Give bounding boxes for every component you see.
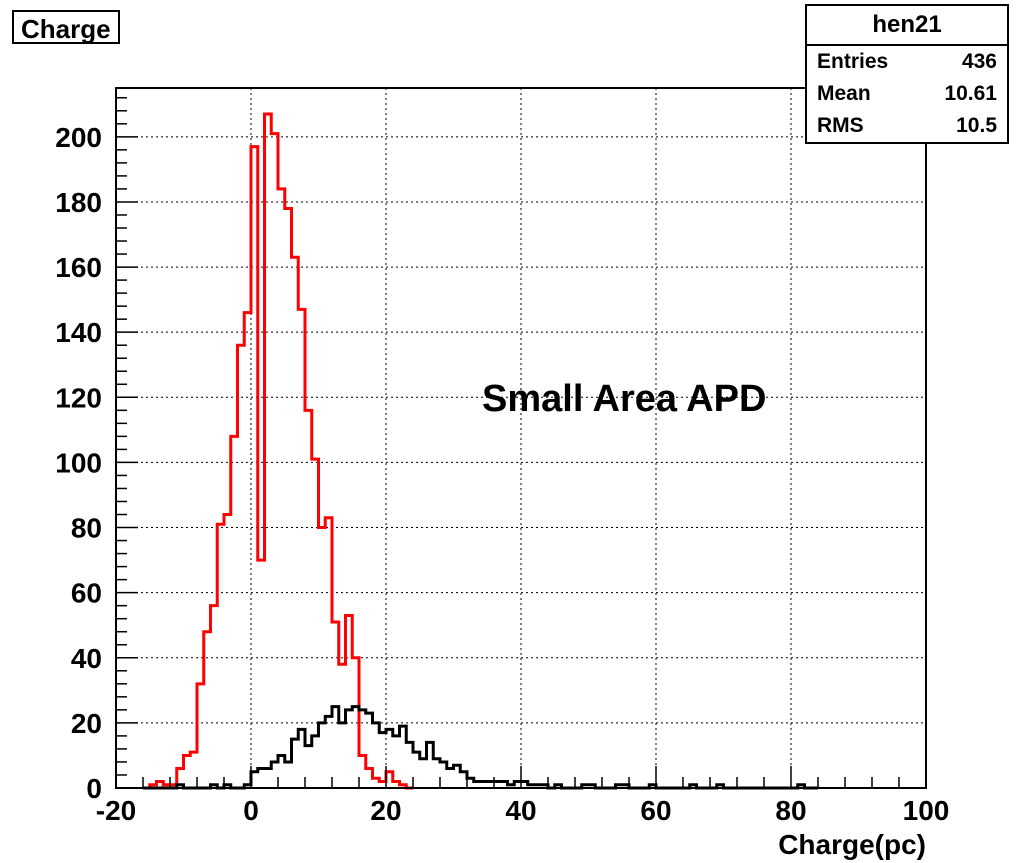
x-tick-label: 60: [640, 795, 671, 826]
x-tick-label: 80: [775, 795, 806, 826]
y-tick-label: 160: [55, 252, 102, 283]
histogram-series: [143, 112, 818, 790]
y-tick-label: 40: [71, 643, 102, 674]
stats-label: RMS: [817, 114, 864, 137]
y-tick-label: 180: [55, 187, 102, 218]
x-tick-label: 40: [505, 795, 536, 826]
y-tick-label: 120: [55, 382, 102, 413]
y-tick-label: 100: [55, 447, 102, 478]
axis-ticks: [115, 97, 927, 789]
stats-row-rms: RMS 10.5: [807, 110, 1007, 142]
annotation-text: Small Area APD: [482, 378, 767, 420]
y-tick-label: 20: [71, 708, 102, 739]
x-tick-label: 20: [370, 795, 401, 826]
y-tick-label: 140: [55, 317, 102, 348]
plot-title: Charge: [12, 10, 120, 44]
stats-value: 10.61: [944, 82, 997, 105]
stats-row-entries: Entries 436: [807, 46, 1007, 78]
x-tick-labels: -20 0 20 40 60 80 100: [96, 795, 950, 826]
grid-lines: [116, 88, 926, 788]
histogram-series-1: [143, 705, 818, 790]
y-tick-label: 80: [71, 513, 102, 544]
stats-name: hen21: [807, 6, 1007, 46]
histogram-series-0: [143, 112, 413, 790]
y-tick-label: 200: [55, 122, 102, 153]
x-tick-label: 0: [243, 795, 259, 826]
y-tick-labels: 0 20 40 60 80 100 120 140 160 180 200: [55, 122, 102, 804]
stats-label: Mean: [817, 82, 871, 105]
stats-box: hen21 Entries 436 Mean 10.61 RMS 10.5: [805, 4, 1009, 144]
x-tick-label: 100: [903, 795, 950, 826]
stats-row-mean: Mean 10.61: [807, 78, 1007, 110]
y-tick-label: 0: [86, 773, 102, 804]
y-tick-label: 60: [71, 578, 102, 609]
x-axis-label: Charge(pc): [778, 829, 926, 860]
stats-value: 10.5: [956, 114, 997, 137]
stats-value: 436: [961, 50, 997, 73]
x-tick-label: -20: [96, 795, 136, 826]
stats-label: Entries: [817, 50, 889, 73]
